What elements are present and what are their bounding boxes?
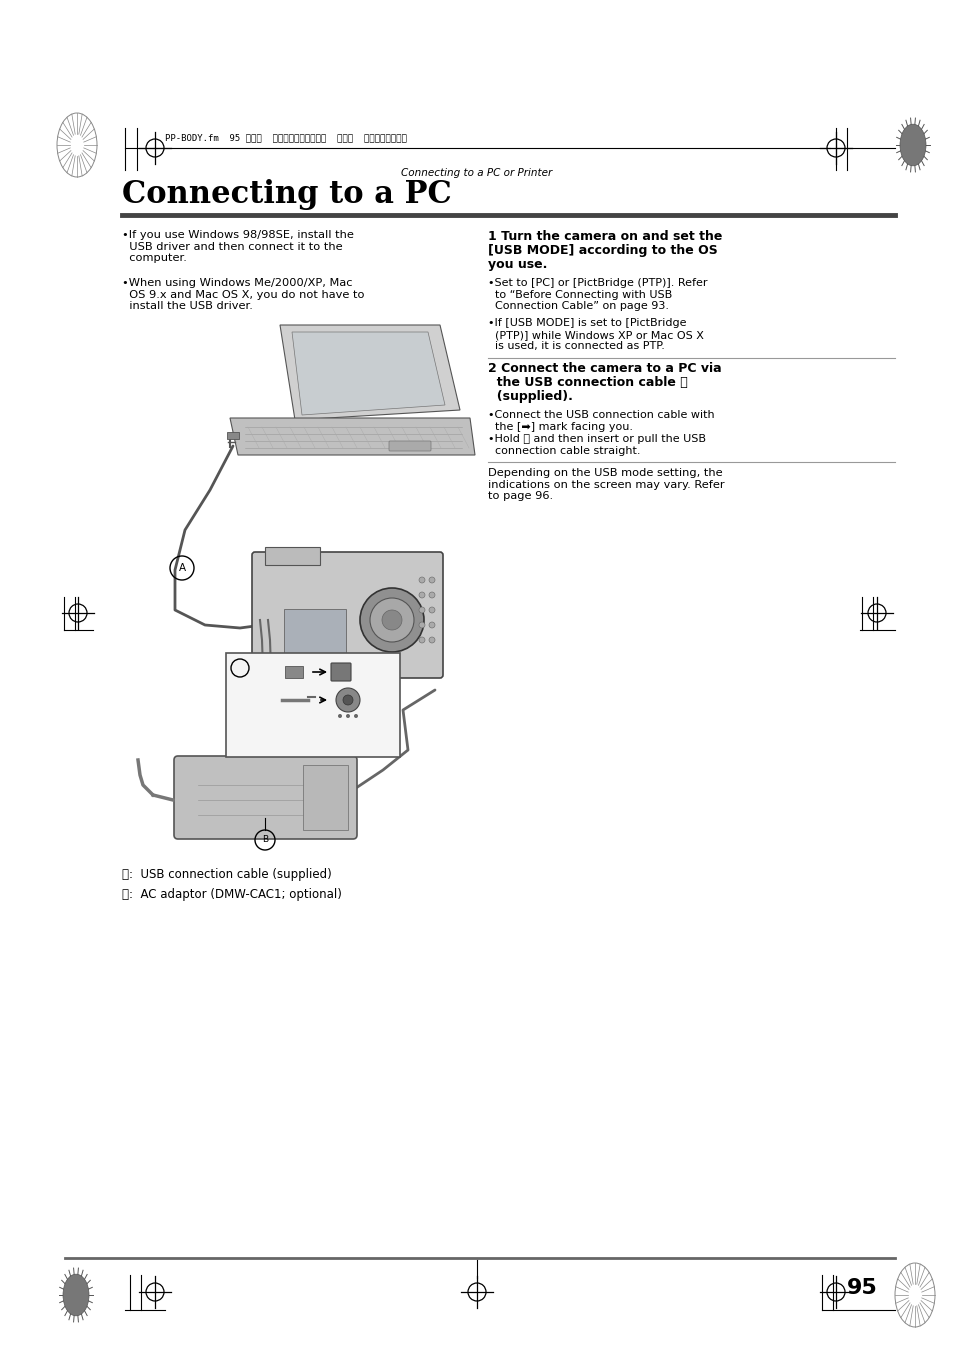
FancyBboxPatch shape <box>284 609 346 656</box>
Text: Ⓐ:  USB connection cable (supplied): Ⓐ: USB connection cable (supplied) <box>122 868 332 882</box>
Text: DIGITAL: DIGITAL <box>256 673 284 678</box>
Circle shape <box>418 638 424 643</box>
Text: DC IN: DC IN <box>256 690 276 696</box>
Text: Connecting to a PC: Connecting to a PC <box>122 179 452 210</box>
FancyBboxPatch shape <box>389 441 431 452</box>
Text: [USB MODE] according to the OS: [USB MODE] according to the OS <box>488 244 717 257</box>
Text: PP-BODY.fm  95 ページ  ２００４年６月２３日  水曜日  午前１０時５２分: PP-BODY.fm 95 ページ ２００４年６月２３日 水曜日 午前１０時５２… <box>165 133 406 142</box>
FancyBboxPatch shape <box>303 766 348 830</box>
Circle shape <box>429 638 435 643</box>
Text: you use.: you use. <box>488 257 547 271</box>
Circle shape <box>418 607 424 613</box>
Text: C: C <box>236 663 243 673</box>
FancyBboxPatch shape <box>173 756 356 838</box>
Text: •Hold Ⓒ and then insert or pull the USB
  connection cable straight.: •Hold Ⓒ and then insert or pull the USB … <box>488 434 705 456</box>
Ellipse shape <box>899 124 925 166</box>
Circle shape <box>418 592 424 599</box>
Circle shape <box>354 714 357 718</box>
Circle shape <box>343 696 353 705</box>
Text: •When using Windows Me/2000/XP, Mac
  OS 9.x and Mac OS X, you do not have to
  : •When using Windows Me/2000/XP, Mac OS 9… <box>122 278 364 311</box>
Text: the USB connection cable Ⓐ: the USB connection cable Ⓐ <box>488 376 687 390</box>
Ellipse shape <box>63 1274 89 1316</box>
Circle shape <box>429 592 435 599</box>
Text: •If [USB MODE] is set to [PictBridge
  (PTP)] while Windows XP or Mac OS X
  is : •If [USB MODE] is set to [PictBridge (PT… <box>488 318 703 352</box>
Circle shape <box>381 611 401 630</box>
Text: •Set to [PC] or [PictBridge (PTP)]. Refer
  to “Before Connecting with USB
  Con: •Set to [PC] or [PictBridge (PTP)]. Refe… <box>488 278 707 311</box>
Circle shape <box>429 621 435 628</box>
Circle shape <box>418 621 424 628</box>
Circle shape <box>335 687 359 712</box>
Circle shape <box>418 577 424 582</box>
Text: A: A <box>178 563 186 573</box>
Circle shape <box>359 588 423 652</box>
FancyBboxPatch shape <box>226 652 399 758</box>
Text: AV OUT/: AV OUT/ <box>256 666 285 673</box>
Polygon shape <box>230 418 475 456</box>
Text: 2 Connect the camera to a PC via: 2 Connect the camera to a PC via <box>488 363 720 375</box>
Circle shape <box>370 599 414 642</box>
Text: (supplied).: (supplied). <box>488 390 572 403</box>
Polygon shape <box>292 332 444 415</box>
Circle shape <box>429 607 435 613</box>
Text: Ⓑ:  AC adaptor (DMW-CAC1; optional): Ⓑ: AC adaptor (DMW-CAC1; optional) <box>122 888 341 900</box>
Circle shape <box>346 714 350 718</box>
Text: •Connect the USB connection cable with
  the [➡] mark facing you.: •Connect the USB connection cable with t… <box>488 410 714 431</box>
FancyBboxPatch shape <box>331 663 351 681</box>
FancyBboxPatch shape <box>227 431 239 439</box>
Text: •If you use Windows 98/98SE, install the
  USB driver and then connect it to the: •If you use Windows 98/98SE, install the… <box>122 231 354 263</box>
Text: B: B <box>262 836 268 844</box>
Text: Connecting to a PC or Printer: Connecting to a PC or Printer <box>401 168 552 178</box>
FancyBboxPatch shape <box>252 551 442 678</box>
Text: 1 Turn the camera on and set the: 1 Turn the camera on and set the <box>488 231 721 243</box>
FancyBboxPatch shape <box>285 666 303 678</box>
Text: 95: 95 <box>846 1278 877 1298</box>
Circle shape <box>337 714 341 718</box>
Polygon shape <box>280 325 459 421</box>
FancyBboxPatch shape <box>265 547 319 565</box>
Text: Depending on the USB mode setting, the
indications on the screen may vary. Refer: Depending on the USB mode setting, the i… <box>488 468 724 501</box>
Circle shape <box>429 577 435 582</box>
